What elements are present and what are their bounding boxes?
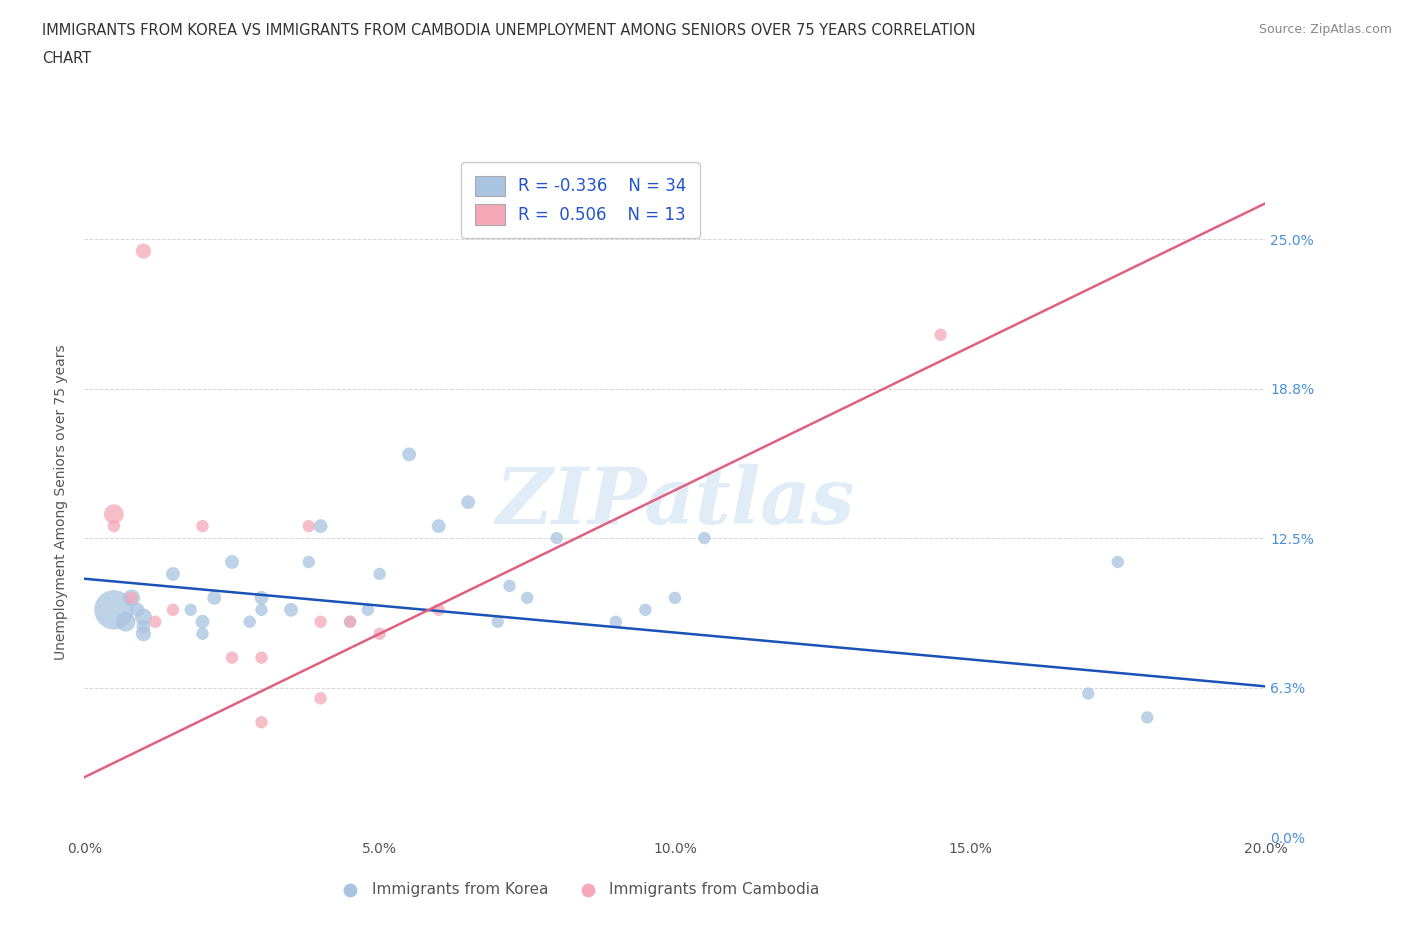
- Point: [339, 615, 361, 630]
- Point: [546, 531, 568, 546]
- Point: [180, 603, 202, 618]
- Point: [309, 691, 332, 706]
- Point: [250, 591, 273, 605]
- Point: [427, 519, 450, 534]
- Point: [132, 609, 155, 624]
- Point: [250, 715, 273, 730]
- Point: [427, 603, 450, 618]
- Point: [202, 591, 225, 605]
- Text: ZIPatlas: ZIPatlas: [495, 464, 855, 540]
- Point: [132, 244, 155, 259]
- Point: [486, 615, 509, 630]
- Point: [239, 615, 262, 630]
- Point: [280, 603, 302, 618]
- Point: [664, 591, 686, 605]
- Point: [368, 566, 391, 581]
- Point: [309, 615, 332, 630]
- Text: CHART: CHART: [42, 51, 91, 66]
- Point: [250, 650, 273, 665]
- Point: [398, 447, 420, 462]
- Point: [143, 615, 166, 630]
- Point: [221, 554, 243, 569]
- Point: [368, 626, 391, 641]
- Point: [339, 615, 361, 630]
- Point: [693, 531, 716, 546]
- Point: [162, 566, 184, 581]
- Point: [1077, 686, 1099, 701]
- Point: [309, 519, 332, 534]
- Point: [103, 603, 125, 618]
- Point: [298, 554, 321, 569]
- Point: [634, 603, 657, 618]
- Point: [132, 626, 155, 641]
- Point: [250, 603, 273, 618]
- Point: [127, 603, 149, 618]
- Point: [132, 619, 155, 634]
- Point: [1107, 554, 1129, 569]
- Point: [191, 519, 214, 534]
- Point: [191, 626, 214, 641]
- Point: [605, 615, 627, 630]
- Point: [121, 591, 143, 605]
- Point: [357, 603, 380, 618]
- Point: [121, 591, 143, 605]
- Point: [929, 327, 952, 342]
- Point: [103, 519, 125, 534]
- Point: [457, 495, 479, 510]
- Point: [114, 615, 136, 630]
- Y-axis label: Unemployment Among Seniors over 75 years: Unemployment Among Seniors over 75 years: [55, 344, 69, 660]
- Point: [221, 650, 243, 665]
- Point: [516, 591, 538, 605]
- Point: [498, 578, 520, 593]
- Point: [162, 603, 184, 618]
- Point: [298, 519, 321, 534]
- Point: [191, 615, 214, 630]
- Legend: Immigrants from Korea, Immigrants from Cambodia: Immigrants from Korea, Immigrants from C…: [335, 876, 825, 903]
- Text: Source: ZipAtlas.com: Source: ZipAtlas.com: [1258, 23, 1392, 36]
- Text: IMMIGRANTS FROM KOREA VS IMMIGRANTS FROM CAMBODIA UNEMPLOYMENT AMONG SENIORS OVE: IMMIGRANTS FROM KOREA VS IMMIGRANTS FROM…: [42, 23, 976, 38]
- Point: [103, 507, 125, 522]
- Point: [1136, 710, 1159, 724]
